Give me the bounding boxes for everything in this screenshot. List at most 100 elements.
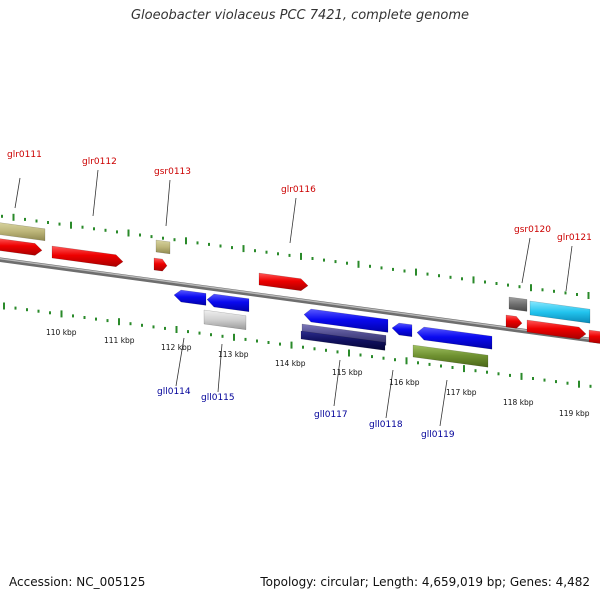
- tick-mark: [12, 213, 15, 221]
- tick-mark: [564, 291, 567, 295]
- scale-label: 118 kbp: [503, 398, 534, 407]
- tick-mark: [497, 372, 500, 376]
- tick-mark: [371, 355, 373, 359]
- tick-mark: [60, 310, 63, 318]
- tick-mark: [244, 337, 247, 341]
- gene-block-olive: [412, 344, 489, 368]
- gene-gll0115: [206, 293, 250, 312]
- reverse-gene-label: gll0117: [314, 410, 348, 420]
- tick-mark: [26, 308, 28, 312]
- tick-mark: [14, 306, 17, 310]
- tick-mark: [3, 302, 5, 310]
- tick-mark: [426, 272, 429, 276]
- forward-gene-label: gsr0120: [514, 225, 551, 235]
- tick-mark: [279, 342, 281, 346]
- tick-mark: [210, 333, 212, 337]
- tick-mark: [428, 362, 431, 366]
- gene-features: [0, 222, 600, 368]
- tick-mark: [346, 261, 348, 265]
- tick-mark: [451, 366, 454, 369]
- tick-mark: [472, 276, 475, 284]
- tick-mark: [336, 350, 339, 354]
- gene-labels: glr0111 glr0112 gsr0113 glr0116 gsr0120 glr01…: [7, 150, 592, 440]
- gene-glr0121: [526, 319, 587, 340]
- tick-mark: [58, 222, 61, 226]
- tick-mark: [440, 364, 442, 368]
- tick-mark: [380, 266, 383, 270]
- tick-mark: [300, 252, 302, 260]
- genome-backbone: [0, 257, 600, 344]
- tick-mark: [72, 314, 74, 318]
- tick-mark: [357, 260, 360, 268]
- tick-mark: [47, 221, 49, 224]
- gene-block-silver: [203, 309, 247, 330]
- tick-mark: [449, 275, 452, 279]
- tick-mark: [106, 319, 109, 323]
- tick-mark: [288, 253, 291, 257]
- tick-mark: [265, 250, 268, 254]
- tick-mark: [175, 326, 178, 333]
- tick-mark: [541, 288, 544, 292]
- tick-mark: [520, 372, 523, 380]
- tick-mark: [173, 238, 176, 242]
- tick-mark: [37, 309, 40, 313]
- gene-gll0114: [173, 289, 207, 306]
- tick-mark: [49, 311, 51, 315]
- tick-mark: [532, 377, 534, 380]
- tick-mark: [438, 274, 440, 278]
- gene-gll0118: [391, 322, 413, 337]
- leader-line: [333, 359, 341, 407]
- gene-block-navy: [300, 330, 386, 351]
- upper-tick-track: [1, 213, 590, 299]
- forward-gene-label: glr0111: [7, 150, 42, 160]
- tick-mark: [242, 245, 245, 253]
- tick-mark: [495, 282, 498, 285]
- leader-line: [289, 197, 297, 244]
- tick-mark: [382, 356, 385, 360]
- tick-mark: [463, 365, 465, 373]
- reverse-gene-label: gll0114: [157, 387, 191, 397]
- gene-gll0117: [303, 308, 389, 333]
- tick-mark: [392, 267, 394, 271]
- reverse-gene-label: gll0118: [369, 420, 403, 430]
- scale-label: 113 kbp: [218, 350, 249, 359]
- gene-glr0111: [0, 238, 43, 256]
- tick-mark: [403, 269, 406, 273]
- tick-mark: [302, 345, 304, 349]
- tick-mark: [474, 369, 477, 373]
- tick-mark: [208, 242, 210, 246]
- tick-mark: [219, 244, 222, 248]
- tick-mark: [553, 289, 555, 293]
- tick-mark: [348, 349, 350, 357]
- tick-mark: [405, 357, 408, 365]
- tick-mark: [152, 325, 155, 329]
- tick-mark: [484, 280, 486, 284]
- tick-mark: [231, 246, 233, 250]
- tick-mark: [507, 283, 509, 287]
- leader-line: [165, 179, 171, 227]
- tick-mark: [587, 292, 590, 299]
- label-leader-lines: [14, 169, 573, 427]
- tick-mark: [196, 241, 199, 245]
- forward-gene-label: glr0112: [82, 157, 117, 167]
- scale-label: 111 kbp: [104, 336, 135, 345]
- genome-backbone-highlight: [0, 257, 600, 342]
- tick-mark: [576, 293, 578, 296]
- map-title: Gloeobacter violaceus PCC 7421, complete…: [130, 8, 470, 23]
- scale-label: 112 kbp: [161, 343, 192, 352]
- tick-mark: [555, 380, 557, 384]
- tick-mark: [394, 358, 396, 362]
- tick-mark: [486, 370, 488, 374]
- leader-line: [439, 379, 448, 427]
- tick-mark: [83, 316, 86, 319]
- tick-mark: [164, 326, 166, 330]
- scale-label: 116 kbp: [389, 378, 420, 387]
- tick-mark: [35, 219, 38, 223]
- tick-mark: [323, 258, 325, 262]
- tick-mark: [129, 322, 132, 326]
- tick-mark: [162, 236, 164, 240]
- tick-mark: [95, 317, 97, 321]
- leader-line: [565, 245, 573, 292]
- tick-mark: [311, 257, 314, 260]
- topology-text: Topology: circular; Length: 4,659,019 bp…: [260, 575, 590, 589]
